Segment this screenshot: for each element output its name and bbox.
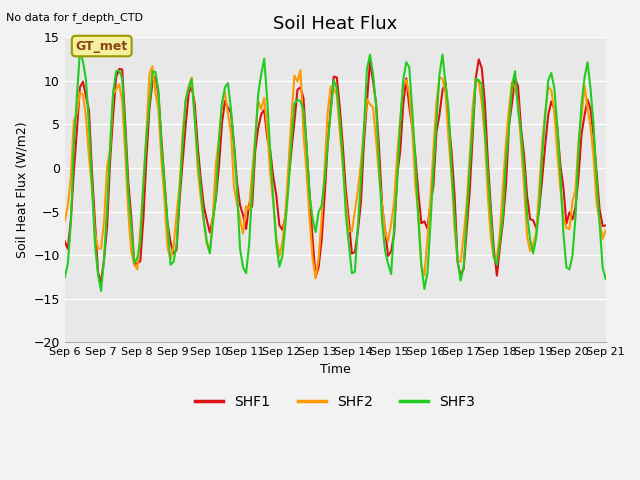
- SHF2: [124, 209, 132, 215]
- SHF1: [590, 133, 598, 139]
- Legend: SHF1, SHF2, SHF3: SHF1, SHF2, SHF3: [189, 389, 481, 415]
- X-axis label: Time: Time: [320, 363, 351, 376]
- SHF1: [176, 196, 184, 202]
- SHF3: [61, 274, 68, 280]
- SHF1: [547, 98, 555, 104]
- SHF2: [61, 218, 68, 224]
- SHF3: [547, 70, 555, 76]
- SHF2: [70, 118, 77, 123]
- Y-axis label: Soil Heat Flux (W/m2): Soil Heat Flux (W/m2): [15, 121, 28, 258]
- Text: No data for f_depth_CTD: No data for f_depth_CTD: [6, 12, 143, 23]
- Line: SHF1: SHF1: [65, 60, 605, 282]
- SHF3: [602, 276, 609, 282]
- SHF3: [273, 241, 280, 247]
- Title: Soil Heat Flux: Soil Heat Flux: [273, 15, 397, 33]
- SHF1: [602, 223, 609, 228]
- SHF3: [97, 288, 105, 294]
- SHF3: [76, 48, 84, 54]
- SHF1: [61, 239, 68, 244]
- SHF2: [602, 228, 609, 233]
- SHF3: [70, 141, 77, 147]
- SHF2: [590, 155, 598, 160]
- Text: GT_met: GT_met: [76, 39, 128, 52]
- SHF2: [269, 201, 277, 206]
- Line: SHF2: SHF2: [65, 66, 605, 278]
- Line: SHF3: SHF3: [65, 51, 605, 291]
- SHF2: [312, 276, 319, 281]
- SHF3: [131, 260, 138, 265]
- SHF1: [97, 279, 105, 285]
- SHF3: [179, 141, 186, 146]
- SHF1: [475, 57, 483, 62]
- SHF1: [127, 214, 135, 220]
- SHF1: [70, 168, 77, 174]
- SHF2: [176, 182, 184, 188]
- SHF2: [547, 87, 555, 93]
- SHF2: [148, 63, 156, 69]
- SHF3: [590, 123, 598, 129]
- SHF1: [269, 174, 277, 180]
